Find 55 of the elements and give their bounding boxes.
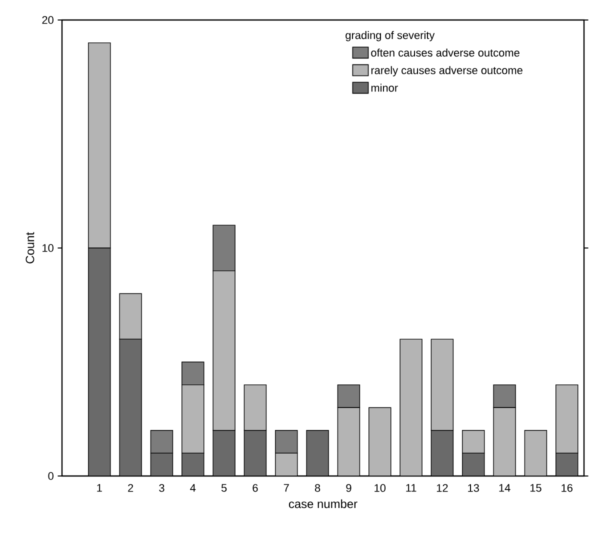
bar: [494, 408, 516, 476]
x-tick-label: 6: [252, 484, 258, 492]
bar: [556, 452, 578, 476]
x-tick-label: 7: [284, 484, 289, 492]
bar: [337, 384, 360, 408]
bar: [88, 42, 111, 248]
x-tick-label: 16: [562, 484, 572, 492]
x-tick-label: 5: [221, 484, 227, 492]
bar: [368, 408, 391, 476]
bar: [275, 430, 298, 454]
x-tick-label: 8: [314, 484, 320, 492]
x-tick-label: 9: [346, 484, 352, 492]
y-tick-label: 20: [42, 16, 54, 24]
bar: [306, 430, 329, 476]
bar: [120, 339, 142, 476]
x-axis-title: case number: [288, 499, 358, 508]
bar: [400, 339, 422, 476]
bar: [182, 362, 204, 386]
bar: [212, 270, 236, 431]
bar: [524, 430, 547, 476]
bar: [244, 384, 267, 431]
x-tick-label: 11: [406, 484, 416, 492]
bar: [462, 430, 485, 454]
y-axis-title: Count: [26, 232, 34, 264]
x-tick-label: 2: [128, 484, 134, 492]
y-tick-label: 10: [42, 244, 54, 252]
x-tick-label: 3: [159, 484, 164, 492]
x-tick-label: 4: [190, 484, 196, 492]
bar: [212, 224, 236, 272]
bar: [182, 453, 204, 476]
bar: [493, 384, 516, 408]
x-tick-label: 13: [468, 484, 479, 492]
legend-label: often causes adverse outcome: [371, 48, 520, 57]
legend-label: minor: [371, 84, 398, 92]
bar: [462, 453, 484, 476]
bar: [275, 453, 298, 476]
x-tick-label: 12: [436, 484, 448, 492]
bar: [88, 248, 110, 476]
bar: [244, 430, 266, 476]
bar: [213, 430, 236, 476]
x-tick-label: 10: [374, 484, 386, 492]
bar: [150, 453, 173, 476]
x-tick-label: 15: [530, 484, 542, 492]
x-tick-label: 14: [499, 484, 510, 492]
bar: [556, 384, 578, 454]
bar: [338, 408, 360, 476]
x-tick-label: 1: [97, 484, 102, 492]
bar: [150, 430, 174, 454]
bar: [431, 430, 454, 476]
y-tick-label: 0: [48, 472, 54, 480]
legend-label: rarely causes adverse outcome: [371, 66, 522, 76]
legend-title: grading of severity: [346, 31, 435, 42]
bar: [182, 384, 204, 454]
bar: [119, 293, 142, 340]
bar: [430, 338, 454, 431]
